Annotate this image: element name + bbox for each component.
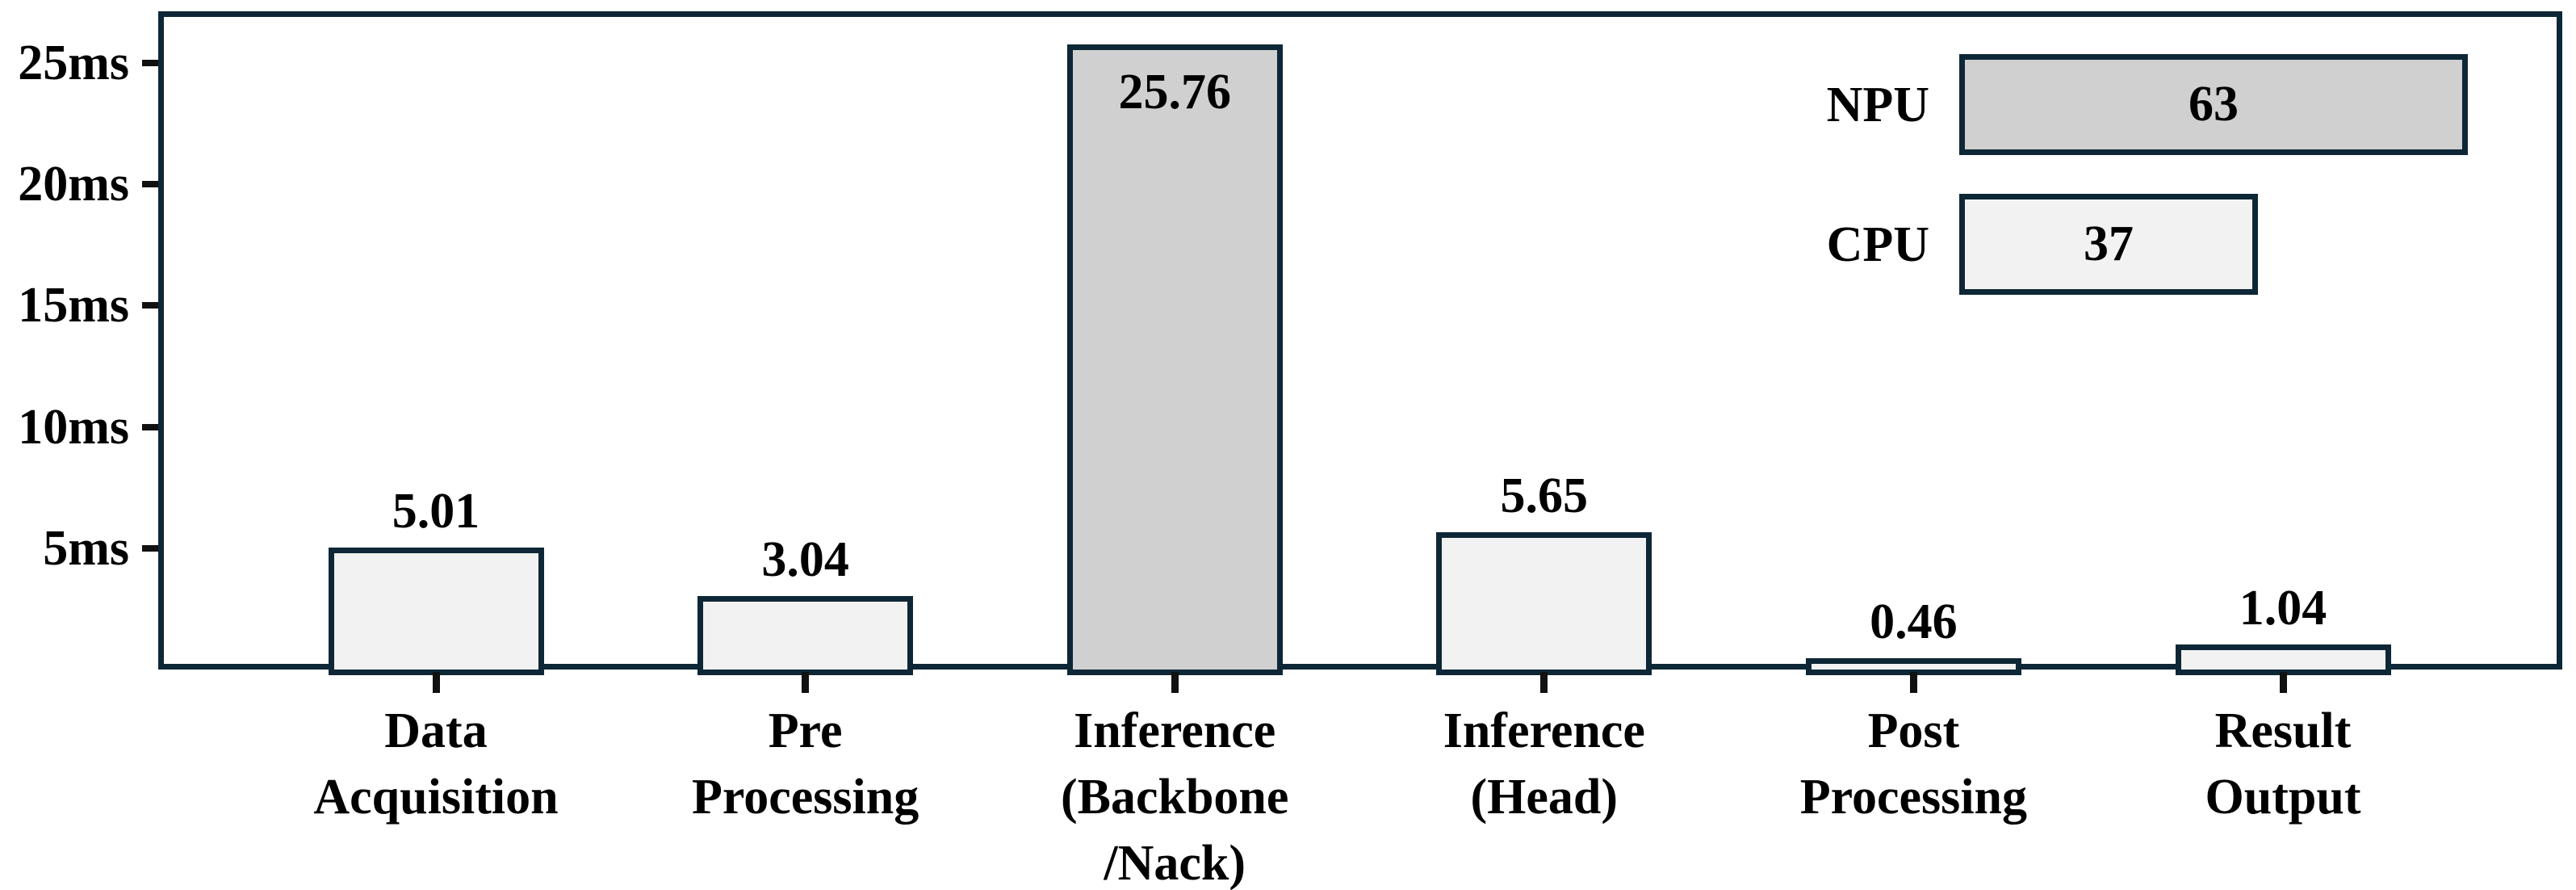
x-tick-mark	[1540, 672, 1548, 693]
y-tick-label: 5ms	[43, 520, 129, 576]
category-label: Pre	[768, 703, 843, 758]
y-tick-mark	[142, 423, 158, 430]
legend-label-npu: NPU	[1826, 77, 1929, 132]
legend-bar-npu	[1959, 54, 2468, 155]
legend-label-cpu: CPU	[1826, 216, 1929, 272]
category-label: /Nack)	[1104, 836, 1246, 890]
x-tick-mark	[432, 672, 440, 693]
y-tick-mark	[142, 302, 158, 309]
legend-bar-cpu	[1959, 194, 2258, 295]
bar-npu	[1066, 44, 1283, 675]
x-tick-mark	[2279, 672, 2287, 693]
category-label: (Head)	[1470, 770, 1619, 825]
category-label: Inference	[1443, 703, 1645, 758]
bar-cpu	[697, 595, 914, 675]
category-label: Post	[1867, 703, 1960, 758]
bar-value-label: 25.76	[1118, 65, 1231, 120]
x-tick-mark	[802, 672, 810, 693]
category-label: Processing	[691, 770, 919, 825]
legend-value-label: 37	[2084, 216, 2134, 271]
bar-value-label: 5.01	[392, 484, 480, 539]
plot-area	[158, 11, 2562, 670]
bar-value-label: 5.65	[1500, 468, 1589, 524]
category-label: Processing	[1799, 770, 2028, 825]
y-tick-mark	[142, 60, 158, 66]
category-label: Acquisition	[313, 770, 559, 825]
y-tick-label: 20ms	[18, 157, 129, 212]
bar-value-label: 3.04	[761, 531, 849, 587]
category-label: Result	[2214, 703, 2352, 758]
y-tick-mark	[142, 544, 158, 552]
y-tick-label: 25ms	[18, 36, 129, 90]
y-tick-label: 10ms	[18, 399, 129, 455]
y-tick-label: 15ms	[18, 278, 129, 334]
x-tick-mark	[1171, 672, 1179, 693]
category-label: Inference	[1074, 703, 1276, 758]
x-tick-mark	[1909, 672, 1917, 693]
bar-cpu	[328, 548, 544, 675]
legend-value-label: 63	[2189, 77, 2239, 132]
bar-cpu	[1436, 532, 1652, 675]
category-label: Output	[2205, 770, 2361, 825]
y-tick-mark	[142, 181, 158, 188]
bar-value-label: 0.46	[1870, 594, 1958, 650]
category-label: (Backbone	[1060, 770, 1289, 825]
bar-value-label: 1.04	[2239, 580, 2327, 636]
category-label: Data	[384, 703, 488, 758]
bar-cpu	[2175, 644, 2391, 675]
